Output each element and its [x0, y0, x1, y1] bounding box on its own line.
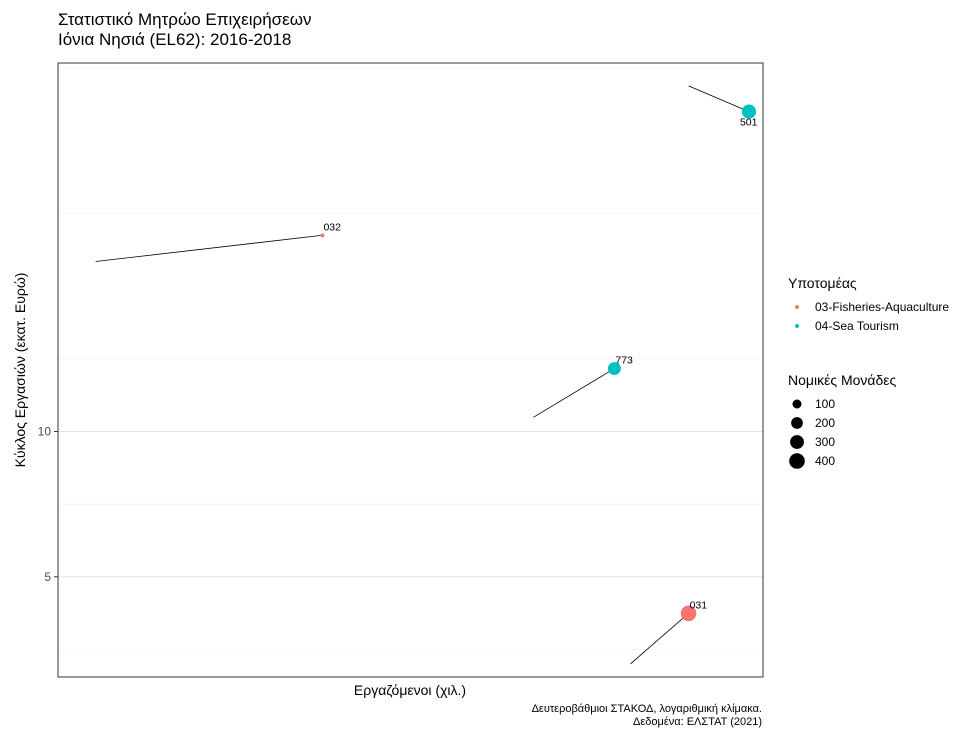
y-axis-title: Κύκλος Εργασιών (εκατ. Ευρώ) — [12, 273, 28, 468]
point-label-032: 032 — [323, 221, 341, 233]
legend-size-title: Νομικές Μονάδες — [788, 372, 897, 388]
chart-title-line2: Ιόνια Νησιά (EL62): 2016-2018 — [58, 30, 292, 49]
trajectory-segment-501 — [688, 85, 750, 112]
legend-size-label: 100 — [815, 397, 835, 411]
legend-color-key — [795, 305, 799, 309]
legend-color-label: 03-Fisheries-Aquaculture — [815, 300, 949, 314]
legend: Υποτομέας 03-Fisheries-Aquaculture 04-Sea… — [788, 275, 949, 469]
legend-size-label: 400 — [815, 454, 835, 468]
legend-color-items: 03-Fisheries-Aquaculture 04-Sea Tourism — [795, 300, 949, 333]
y-tick-label: 5 — [44, 570, 51, 584]
legend-size-key — [791, 417, 803, 429]
legend-color-key — [795, 324, 799, 328]
trajectory-segment-773 — [533, 368, 615, 418]
y-axis-ticks: 5 10 — [38, 424, 58, 584]
legend-size-key — [790, 435, 804, 449]
legend-color-label: 04-Sea Tourism — [815, 319, 899, 333]
legend-color-title: Υποτομέας — [788, 275, 857, 291]
chart-caption: Δευτεροβάθμιοι ΣΤΑΚΟΔ, λογαριθμική κλίμα… — [532, 703, 762, 729]
legend-size-key — [789, 453, 805, 469]
y-tick-label: 10 — [38, 424, 52, 438]
data-point-773 — [607, 362, 621, 375]
trajectory-segment-032 — [95, 234, 323, 262]
data-point-032 — [320, 233, 325, 238]
legend-size-key — [792, 399, 802, 409]
data-point-501 — [741, 104, 757, 119]
point-label-031: 031 — [690, 599, 708, 611]
caption-line2: Δεδομένα: ΕΛΣΤΑΤ (2021) — [633, 716, 762, 728]
x-axis-title: Εργαζόμενοι (χιλ.) — [354, 682, 466, 698]
plot-panel-border — [57, 62, 764, 678]
point-label-501: 501 — [740, 117, 758, 129]
point-labels: 032 501 773 031 — [323, 117, 757, 612]
data-point-031 — [680, 605, 697, 622]
grid-lines — [58, 67, 763, 650]
legend-size-items: 100 200 300 400 — [789, 397, 835, 469]
chart-title-line1: Στατιστικό Μητρώο Επιχειρήσεων — [58, 10, 312, 29]
chart-title: Στατιστικό Μητρώο Επιχειρήσεων Ιόνια Νησ… — [58, 10, 312, 50]
data-points — [320, 104, 757, 622]
caption-line1: Δευτεροβάθμιοι ΣΤΑΚΟΔ, λογαριθμική κλίμα… — [531, 703, 762, 715]
point-label-773: 773 — [615, 355, 633, 367]
legend-size-label: 200 — [815, 416, 835, 430]
trajectory-segment-031 — [630, 613, 689, 665]
legend-size-label: 300 — [815, 435, 835, 449]
trajectory-segments — [95, 85, 750, 665]
